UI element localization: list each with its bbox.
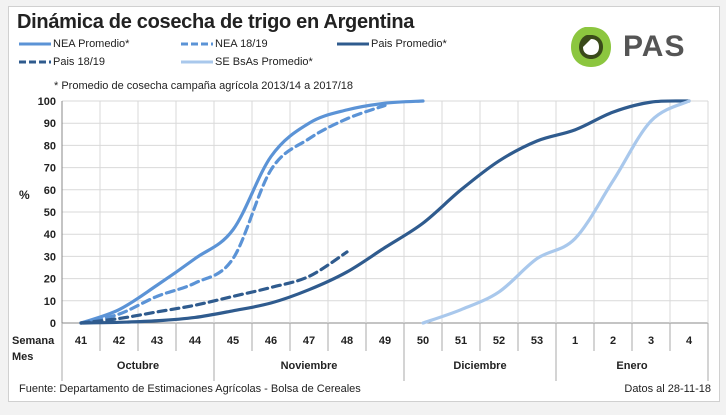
x-tick-label: 4 (686, 335, 693, 347)
x-tick-label: 53 (531, 335, 543, 347)
legend-line-solid-icon (337, 42, 369, 46)
date-text: Datos al 28-11-18 (624, 383, 711, 395)
month-label: Diciembre (453, 360, 506, 372)
x-tick-label: 1 (572, 335, 578, 347)
series-line-nea-promedio (79, 99, 425, 325)
x-tick-label: 47 (303, 335, 315, 347)
footnote: * Promedio de cosecha campaña agrícola 2… (54, 80, 354, 92)
y-tick-label: 50 (44, 207, 56, 219)
row-label-week: Semana (12, 335, 55, 347)
x-tick-label: 50 (417, 335, 429, 347)
y-tick-label: 30 (44, 251, 56, 263)
legend-line-solid-icon (19, 42, 51, 46)
legend-item-nea-1819: NEA 18/19 (181, 38, 268, 50)
series-line-se-bsas-promedio (421, 99, 691, 325)
x-tick-label: 41 (75, 335, 87, 347)
x-tick-label: 52 (493, 335, 505, 347)
x-tick-label: 51 (455, 335, 467, 347)
pas-logo: PAS (569, 25, 685, 69)
series-line-pais-promedio (79, 99, 691, 325)
legend-line-dashed-icon (181, 42, 213, 46)
series-line-pais-18-19 (79, 250, 349, 325)
x-tick-label: 3 (648, 335, 654, 347)
x-tick-label: 49 (379, 335, 391, 347)
x-tick-label: 42 (113, 335, 125, 347)
x-tick-label: 46 (265, 335, 277, 347)
legend-item-nea-promedio: NEA Promedio* (19, 38, 129, 50)
y-tick-label: 80 (44, 140, 56, 152)
y-tick-label: 60 (44, 185, 56, 197)
y-axis-label: % (19, 188, 30, 202)
y-tick-label: 70 (44, 163, 56, 175)
legend-line-solid-icon (181, 60, 213, 64)
x-tick-label: 2 (610, 335, 616, 347)
source-text: Fuente: Departamento de Estimaciones Agr… (19, 383, 361, 395)
month-label: Octubre (117, 360, 159, 372)
x-tick-label: 44 (189, 335, 202, 347)
legend-item-pais-1819: Pais 18/19 (19, 56, 105, 68)
x-tick-label: 43 (151, 335, 163, 347)
month-label: Enero (616, 360, 647, 372)
legend-item-pais-promedio: Pais Promedio* (337, 38, 447, 50)
y-tick-label: 0 (50, 318, 56, 330)
row-label-month: Mes (12, 351, 33, 363)
y-tick-label: 20 (44, 274, 56, 286)
legend-line-dashed-icon (19, 60, 51, 64)
legend-item-se-bsas: SE BsAs Promedio* (181, 56, 313, 68)
chart-title: Dinámica de cosecha de trigo en Argentin… (17, 11, 415, 33)
series-line-nea-18-19 (79, 103, 387, 325)
pas-logo-icon (571, 27, 611, 67)
y-tick-label: 100 (38, 96, 56, 108)
logo-text: PAS (623, 30, 686, 63)
x-tick-label: 45 (227, 335, 239, 347)
y-tick-label: 40 (44, 229, 56, 241)
y-tick-label: 90 (44, 118, 56, 130)
chart-frame: Dinámica de cosecha de trigo en Argentin… (8, 6, 720, 402)
y-tick-label: 10 (44, 296, 56, 308)
x-tick-label: 48 (341, 335, 353, 347)
month-label: Noviembre (281, 360, 338, 372)
